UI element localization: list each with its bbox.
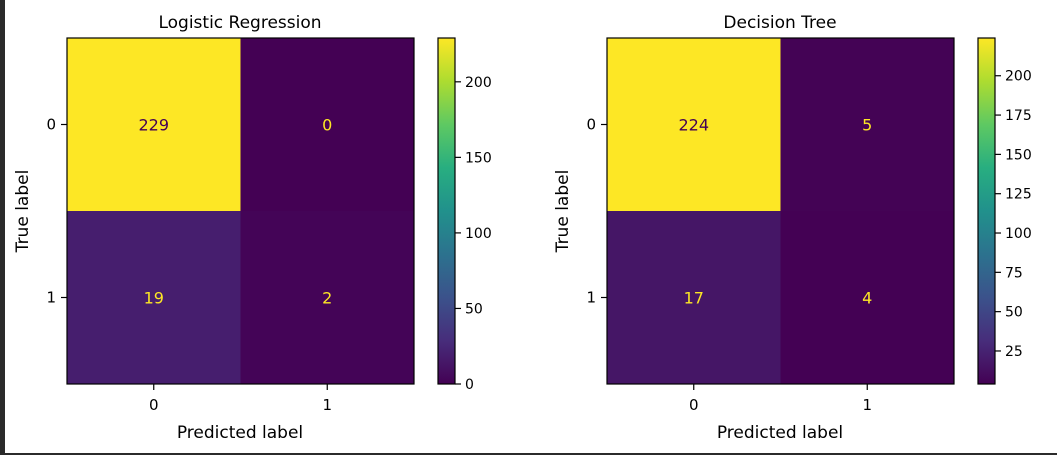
colorbar-tick-label: 0 bbox=[465, 377, 474, 393]
cell-r1-c1 bbox=[240, 211, 415, 385]
x-tick-label: 0 bbox=[149, 396, 159, 414]
cell-r0-c1 bbox=[780, 38, 955, 212]
colorbar-tick-label: 200 bbox=[465, 75, 492, 91]
cell-r0-c0 bbox=[607, 38, 781, 212]
y-tick-label: 0 bbox=[586, 116, 596, 134]
colorbar-tick-label: 150 bbox=[1005, 147, 1032, 163]
axes-frame bbox=[606, 37, 955, 385]
x-tick-label: 1 bbox=[862, 396, 872, 414]
x-axis-label: Predicted label bbox=[177, 423, 303, 443]
cell-r1-c0 bbox=[67, 211, 241, 385]
colorbar-tick-label: 125 bbox=[1005, 187, 1032, 203]
chart-title: Logistic Regression bbox=[158, 13, 321, 33]
y-ticks: 01 bbox=[586, 116, 607, 307]
cell-r0-c1 bbox=[240, 38, 415, 212]
cell-value-label: 0 bbox=[322, 116, 332, 135]
colorbar-tick-label: 75 bbox=[1005, 265, 1023, 281]
colorbar-tick-label: 25 bbox=[1005, 344, 1023, 360]
cell-r0-c0 bbox=[67, 38, 241, 212]
colorbar-tick-label: 50 bbox=[1005, 305, 1023, 321]
cell-value-label: 224 bbox=[678, 116, 709, 135]
x-tick-label: 1 bbox=[322, 396, 332, 414]
x-tick-label: 0 bbox=[689, 396, 699, 414]
chart-title: Decision Tree bbox=[723, 13, 836, 33]
colorbar-ticks: 0 50 100 150 200 bbox=[455, 75, 492, 393]
y-ticks: 01 bbox=[46, 116, 67, 307]
y-tick-label: 1 bbox=[586, 289, 596, 307]
colorbar-tick-label: 100 bbox=[465, 226, 492, 242]
heatmap-cells: 229 0 19 2 bbox=[67, 38, 415, 385]
colorbar-tick-label: 50 bbox=[465, 301, 483, 317]
cell-r1-c0 bbox=[607, 211, 781, 385]
colorbar bbox=[977, 37, 996, 385]
x-axis-label: Predicted label bbox=[717, 423, 843, 443]
y-tick-label: 1 bbox=[46, 289, 56, 307]
axes-frame bbox=[66, 37, 415, 385]
y-tick-label: 0 bbox=[46, 116, 56, 134]
y-axis-label: True label bbox=[553, 170, 573, 254]
heatmap-cells: 224 5 17 4 bbox=[607, 38, 955, 385]
cell-value-label: 4 bbox=[862, 289, 872, 308]
cell-value-label: 19 bbox=[144, 289, 164, 308]
colorbar-tick-label: 150 bbox=[465, 150, 492, 166]
colorbar-tick-label: 175 bbox=[1005, 108, 1032, 124]
colorbar-tick-label: 100 bbox=[1005, 226, 1032, 242]
cell-value-label: 5 bbox=[862, 116, 872, 135]
y-axis-label: True label bbox=[13, 170, 33, 254]
cell-r1-c1 bbox=[780, 211, 955, 385]
colorbar-tick-label: 200 bbox=[1005, 69, 1032, 85]
colorbar-ticks: 25 50 75 100 125 150 175 200 bbox=[995, 69, 1032, 360]
cell-value-label: 17 bbox=[684, 289, 704, 308]
colorbar bbox=[437, 37, 456, 385]
cell-value-label: 229 bbox=[138, 116, 169, 135]
cell-value-label: 2 bbox=[322, 289, 332, 308]
